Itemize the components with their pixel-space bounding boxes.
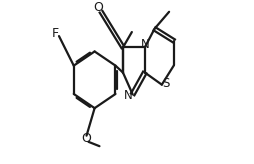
Text: N: N (141, 38, 150, 51)
Text: O: O (82, 132, 91, 145)
Text: O: O (94, 1, 104, 14)
Text: N: N (124, 89, 133, 102)
Text: S: S (162, 77, 170, 90)
Text: F: F (51, 27, 58, 40)
